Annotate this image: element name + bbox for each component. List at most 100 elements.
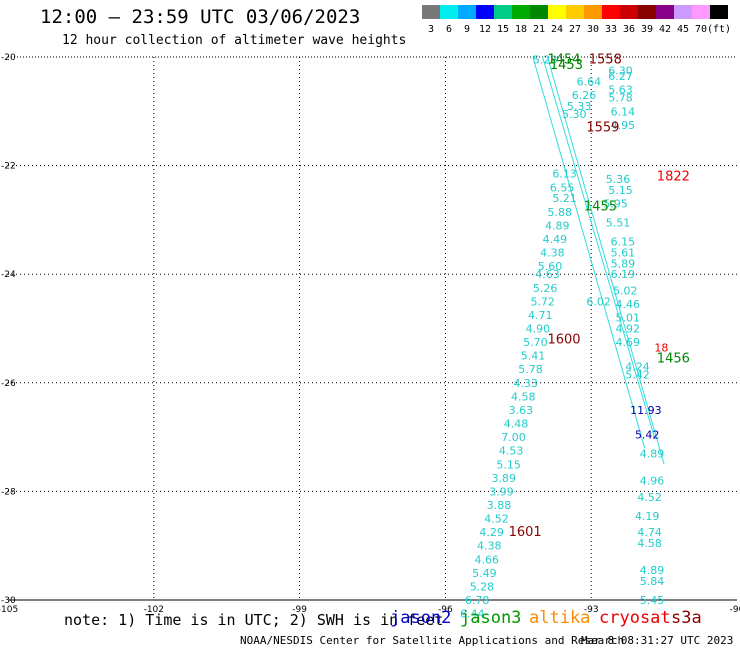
track-line [542, 56, 655, 438]
wave-height-label: 4.49 [543, 233, 568, 246]
wave-height-label: 5.49 [472, 567, 497, 580]
wave-height-label: 5.72 [530, 295, 555, 308]
wave-height-label: 4.92 [616, 323, 641, 336]
wave-height-label: 5.84 [640, 575, 665, 588]
grid [8, 56, 737, 601]
time-label: 1822 [657, 169, 690, 184]
colorbar-label: 45 [677, 24, 689, 35]
colorbar-swatch [548, 5, 566, 19]
colorbar-swatch [656, 5, 674, 19]
legend-jason3: jason3 [460, 608, 522, 628]
wave-height-label: 5.42 [625, 369, 650, 382]
wave-height-label: 6.14 [611, 105, 636, 118]
y-tick-label: -20 [1, 53, 16, 63]
note-text: note: 1) Time is in UTC; 2) SWH is in fe… [64, 611, 444, 629]
wave-height-label: 3.63 [509, 404, 533, 417]
wave-height-label: 4.58 [511, 390, 536, 403]
x-tick-label: -99 [292, 605, 307, 615]
wave-height-label: 5.02 [613, 284, 638, 297]
colorbar-label: 3 [428, 24, 434, 35]
wave-height-label: 4.38 [477, 540, 502, 553]
colorbar-label: 24 [551, 24, 563, 35]
colorbar-swatch [530, 5, 548, 19]
time-label: 1456 [657, 351, 690, 366]
wave-height-label: 5.01 [616, 312, 641, 325]
colorbar-swatch [566, 5, 584, 19]
colorbar-label: 15 [497, 24, 509, 35]
wave-height-label: 4.89 [545, 219, 570, 232]
generated-timestamp: Mar 8 08:31:27 UTC 2023 [581, 634, 734, 647]
wave-height-label: 5.78 [608, 92, 633, 105]
wave-height-label: 6.30 [608, 65, 633, 78]
wave-height-label: 5.36 [606, 173, 631, 186]
colorbar-swatch [692, 5, 710, 19]
wave-height-label: 4.48 [504, 418, 528, 431]
wave-height-label: 11.93 [630, 404, 662, 417]
wave-height-label: 5.70 [523, 336, 548, 349]
wave-height-label: 4.29 [479, 526, 504, 539]
wave-height-label: 5.88 [547, 206, 572, 219]
wave-height-label: 5.95 [603, 198, 628, 211]
wave-height-label: 4.63 [535, 268, 560, 281]
x-tick-label: -90 [730, 605, 740, 615]
wave-height-label: 4.89 [640, 447, 665, 460]
wave-height-label: 5.28 [470, 580, 495, 593]
wave-height-label: 5.45 [640, 594, 665, 607]
wave-height-label: 6.15 [611, 236, 636, 249]
x-tick-label: -102 [144, 605, 164, 615]
wave-height-label: 3.89 [492, 472, 517, 485]
y-tick-label: -28 [1, 487, 16, 497]
y-tick-label: -22 [1, 162, 16, 172]
time-label: 1601 [509, 525, 542, 540]
wave-height-label: 4.90 [526, 323, 551, 336]
wave-height-label: 4.52 [637, 491, 662, 504]
wave-height-label: 5.26 [533, 282, 558, 295]
colorbar-label: 39 [641, 24, 653, 35]
colorbar-swatch [494, 5, 512, 19]
colorbar-label: 42 [659, 24, 671, 35]
wave-height-label: 6.55 [550, 181, 575, 194]
colorbar-legend: 3 6 9 12 15 18 21 24 27 30 33 36 39 42 45 70 (ft) [422, 5, 731, 35]
wave-height-label: 18 [654, 342, 668, 355]
colorbar-label: 30 [587, 24, 599, 35]
wave-height-label: 4.71 [528, 309, 553, 322]
time-label: 1455 [584, 199, 617, 214]
colorbar-swatch [476, 5, 494, 19]
wave-height-label: 5.30 [562, 108, 587, 121]
wave-height-label: 4.74 [637, 526, 662, 539]
colorbar-swatch [458, 5, 476, 19]
wave-height-label: 4.66 [475, 553, 500, 566]
wave-height-label: 4.96 [640, 475, 665, 488]
page-title: 12:00 – 23:59 UTC 03/06/2023 [40, 6, 361, 28]
wave-height-label: 4.38 [540, 246, 565, 259]
legend-altika: altika [529, 608, 591, 628]
colorbar-label: 6 [446, 24, 452, 35]
wave-height-label: 5.89 [611, 257, 636, 270]
wave-height-label: 5.51 [606, 217, 631, 230]
wave-height-label: 4.58 [637, 537, 662, 550]
wave-height-label: 5.15 [608, 184, 633, 197]
wave-height-label: 6.44 [460, 608, 485, 621]
colorbar-swatch [512, 5, 530, 19]
wave-height-label: 6.13 [552, 168, 577, 181]
track-line [532, 56, 646, 449]
wave-height-label: 6.64 [577, 75, 602, 88]
satellite-tracks [532, 56, 665, 465]
wave-height-label: 7.00 [501, 431, 526, 444]
credit-text: NOAA/NESDIS Center for Satellite Applica… [240, 634, 625, 647]
track-line [546, 56, 665, 465]
colorbar-label: 70 [695, 24, 707, 35]
wave-height-label: 3.99 [489, 485, 514, 498]
y-tick-label: -26 [1, 379, 16, 389]
wave-height-label: 3.88 [487, 499, 512, 512]
wave-height-label: 4.89 [640, 564, 665, 577]
wave-height-label: 4.95 [611, 119, 636, 132]
x-tick-label: -93 [584, 605, 599, 615]
wave-height-label: 4.53 [499, 445, 524, 458]
wave-height-label: 5.15 [496, 458, 521, 471]
y-tick-label: -30 [1, 596, 16, 606]
wave-height-label: 4.24 [625, 361, 650, 374]
wave-height-label: 6.02 [586, 295, 611, 308]
